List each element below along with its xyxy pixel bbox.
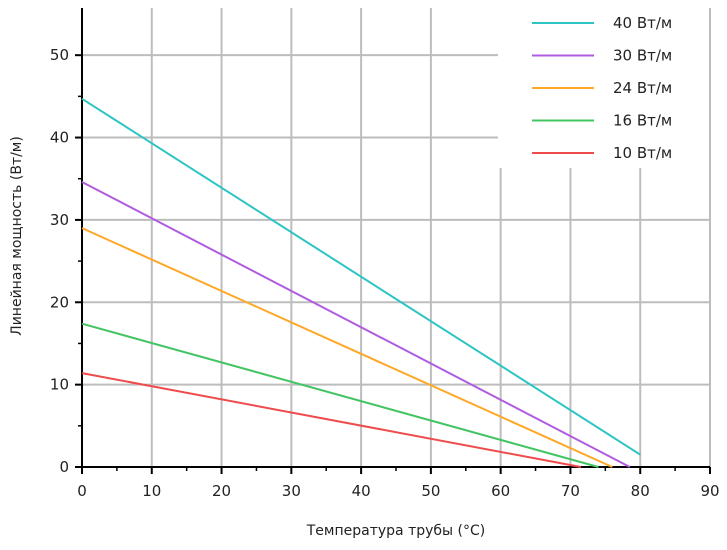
x-tick-label: 30 — [282, 482, 301, 500]
y-tick-label: 40 — [50, 129, 69, 147]
x-tick-label: 40 — [352, 482, 371, 500]
series-line — [81, 322, 599, 468]
y-tick-label: 10 — [50, 376, 69, 394]
x-ticks: 0 10 20 30 40 50 60 70 80 90 — [77, 467, 720, 500]
y-tick-label: 0 — [59, 458, 69, 476]
axes — [81, 8, 710, 468]
x-tick-label: 0 — [77, 482, 87, 500]
series-line — [81, 181, 631, 468]
x-tick-label: 50 — [421, 482, 440, 500]
series-line — [81, 227, 613, 468]
legend-label: 10 Вт/м — [613, 144, 672, 162]
x-tick-label: 80 — [631, 482, 650, 500]
legend-label: 40 Вт/м — [613, 14, 672, 32]
series-line — [81, 97, 641, 456]
legend: 40 Вт/м 30 Вт/м 24 Вт/м 16 Вт/м 10 Вт/м — [532, 14, 672, 162]
x-axis-title: Температура трубы (°C) — [306, 523, 485, 539]
y-ticks: 0 10 20 30 40 50 — [50, 46, 82, 476]
y-tick-label: 50 — [50, 46, 69, 64]
x-tick-label: 90 — [700, 482, 719, 500]
x-tick-label: 70 — [561, 482, 580, 500]
y-axis-title: Линейная мощность (Вт/м) — [9, 136, 25, 336]
legend-label: 16 Вт/м — [613, 112, 672, 130]
x-tick-label: 20 — [212, 482, 231, 500]
grid — [82, 8, 711, 467]
series-lines — [81, 97, 641, 468]
legend-label: 24 Вт/м — [613, 79, 672, 97]
y-tick-label: 20 — [50, 293, 69, 311]
legend-label: 30 Вт/м — [613, 47, 672, 65]
series-line — [81, 372, 582, 468]
y-tick-label: 30 — [50, 211, 69, 229]
x-tick-label: 10 — [142, 482, 161, 500]
x-tick-label: 60 — [491, 482, 510, 500]
